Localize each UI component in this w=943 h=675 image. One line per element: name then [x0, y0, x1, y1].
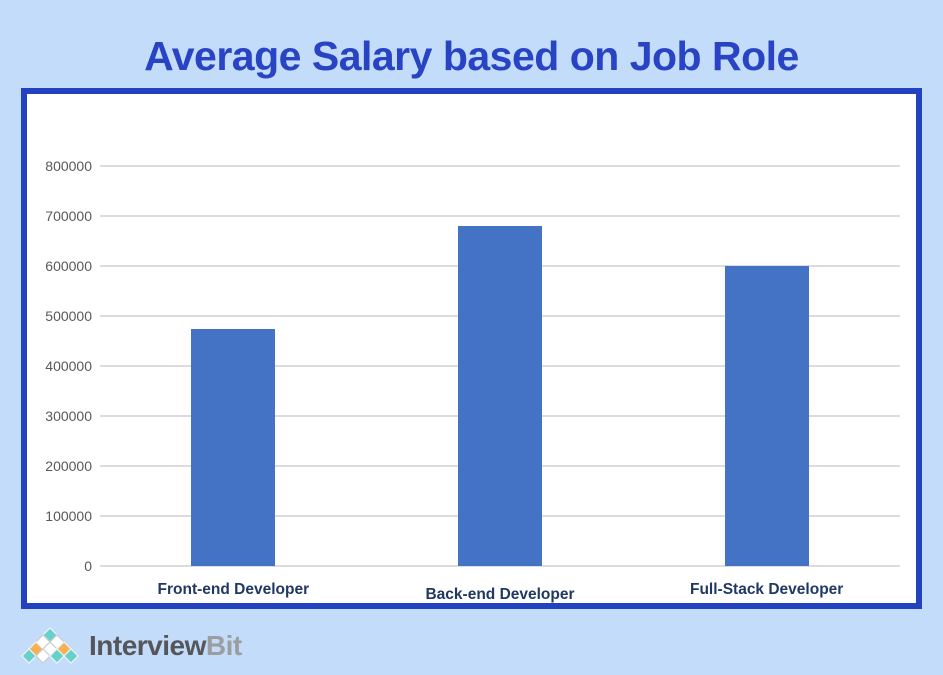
x-axis-category-label: Back-end Developer [425, 586, 575, 603]
x-axis-category-label: Full-Stack Developer [689, 581, 844, 598]
interviewbit-pyramid-icon [21, 627, 79, 664]
pyramid-diamond-teal [49, 648, 65, 664]
pyramid-diamond-white [35, 648, 51, 664]
gridline-y-700000 [100, 215, 900, 217]
logo-text: InterviewBit [89, 627, 242, 665]
page-title: Average Salary based on Job Role [144, 33, 799, 79]
gridline-y-0 [100, 565, 900, 567]
x-axis-category-label: Front-end Developer [157, 581, 310, 598]
y-axis-tick-label: 100000 [45, 508, 92, 524]
plot-area: 0 100000 200000 300000 400000 500000 600000 700… [45, 158, 900, 603]
bar-1 [191, 328, 276, 566]
bar-3 [724, 266, 809, 566]
y-axis-tick-label: 800000 [45, 158, 92, 174]
y-axis-tick-label: 300000 [45, 408, 92, 424]
y-axis-tick-label: 0 [84, 558, 92, 574]
pyramid-diamond-teal [21, 648, 37, 664]
bar-2 [458, 226, 542, 566]
y-axis-tick-label: 400000 [45, 358, 92, 374]
y-axis-tick-label: 200000 [45, 458, 92, 474]
logo-text-secondary: Bit [205, 630, 242, 661]
y-axis-tick-label: 700000 [45, 208, 92, 224]
interviewbit-logo: InterviewBit [21, 626, 242, 666]
y-axis-tick-label: 500000 [45, 308, 92, 324]
gridline-y-800000 [100, 165, 900, 167]
logo-text-primary: Interview [89, 630, 206, 661]
chart-panel: 0 100000 200000 300000 400000 500000 600000 700… [21, 88, 922, 609]
pyramid-diamond-teal [63, 648, 79, 664]
y-axis-tick-label: 600000 [45, 258, 92, 274]
